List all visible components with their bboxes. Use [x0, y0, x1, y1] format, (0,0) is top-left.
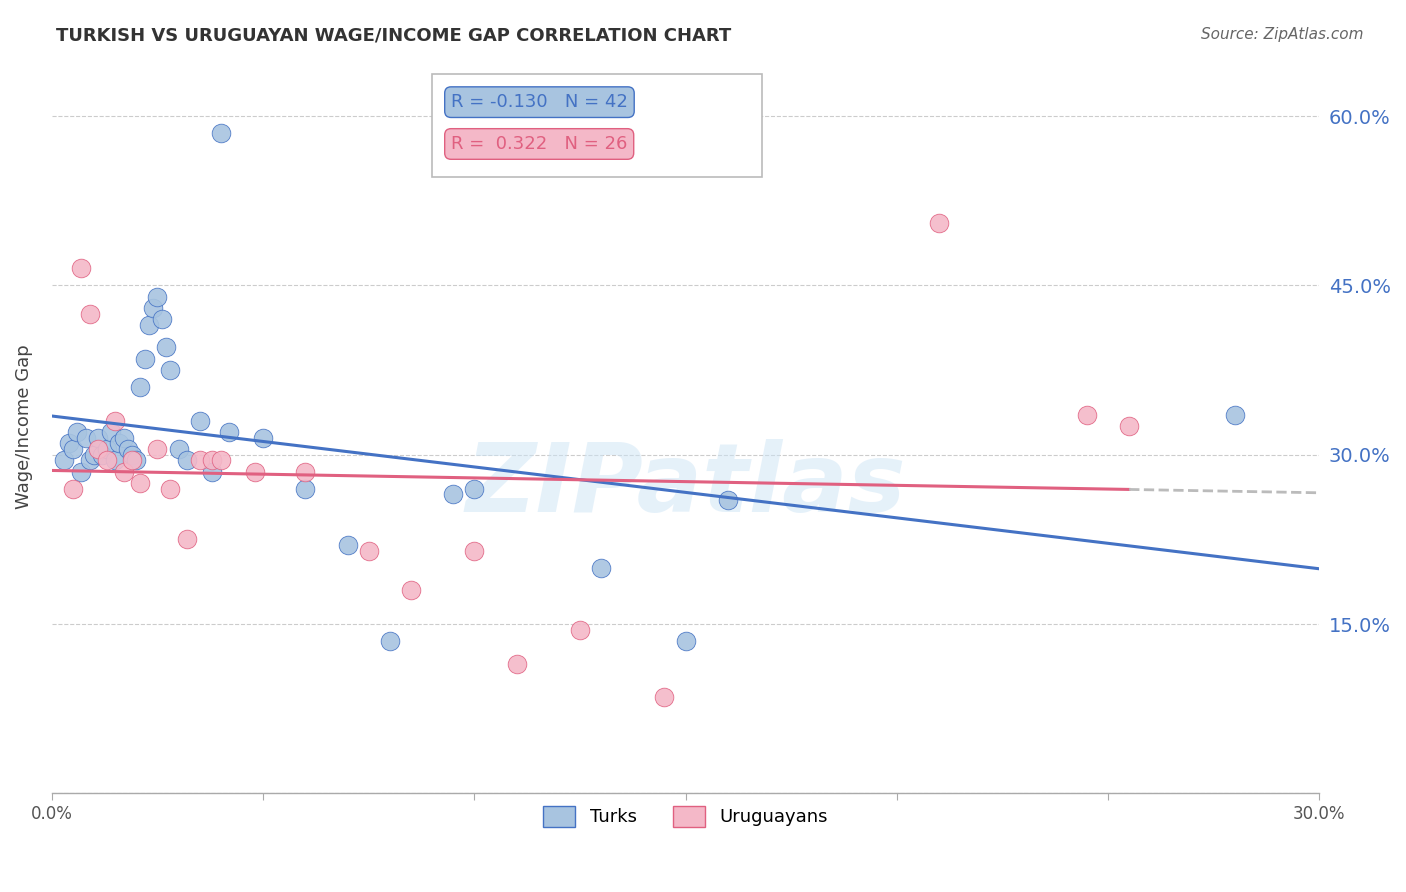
Point [243, 465, 266, 479]
Point [146, 290, 169, 304]
Point [87, 442, 110, 456]
Point [928, 216, 950, 230]
Point [1076, 408, 1098, 422]
Point [505, 657, 527, 671]
Point [70, 465, 93, 479]
Point [188, 414, 211, 428]
Point [218, 425, 240, 439]
Point [176, 533, 198, 547]
Point [294, 482, 316, 496]
Point [357, 543, 380, 558]
Text: R = -0.130   N = 42: R = -0.130 N = 42 [451, 93, 628, 112]
Point [463, 482, 485, 496]
Point [463, 543, 485, 558]
Y-axis label: Wage/Income Gap: Wage/Income Gap [15, 344, 32, 508]
Point [70, 261, 93, 276]
Point [1118, 419, 1140, 434]
Point [104, 414, 127, 428]
Point [66, 425, 89, 439]
Point [159, 363, 181, 377]
Point [96, 442, 118, 456]
Point [252, 431, 274, 445]
Text: Source: ZipAtlas.com: Source: ZipAtlas.com [1201, 27, 1364, 42]
Point [108, 436, 131, 450]
Point [399, 583, 422, 598]
Point [209, 453, 232, 467]
Point [654, 690, 676, 705]
Point [176, 453, 198, 467]
Point [58, 436, 80, 450]
Point [142, 301, 165, 315]
Point [83, 448, 105, 462]
Point [138, 318, 160, 332]
Point [129, 380, 152, 394]
Point [441, 487, 464, 501]
Point [155, 341, 177, 355]
Point [201, 453, 224, 467]
Point [121, 453, 143, 467]
Text: TURKISH VS URUGUAYAN WAGE/INCOME GAP CORRELATION CHART: TURKISH VS URUGUAYAN WAGE/INCOME GAP COR… [56, 27, 731, 45]
Point [717, 492, 740, 507]
Point [568, 623, 591, 637]
Point [75, 431, 97, 445]
Text: ZIPatlas: ZIPatlas [465, 439, 905, 532]
Text: R =  0.322   N = 26: R = 0.322 N = 26 [451, 135, 627, 153]
Legend: Turks, Uruguayans: Turks, Uruguayans [534, 797, 838, 836]
Point [188, 453, 211, 467]
Point [117, 442, 139, 456]
Point [129, 475, 152, 490]
Point [150, 312, 173, 326]
Point [589, 560, 612, 574]
Point [104, 453, 127, 467]
FancyBboxPatch shape [432, 74, 762, 177]
Point [79, 453, 101, 467]
Point [209, 126, 232, 140]
Point [378, 634, 401, 648]
Point [112, 465, 135, 479]
Point [87, 431, 110, 445]
Point [121, 448, 143, 462]
Point [1223, 408, 1246, 422]
Point [53, 453, 76, 467]
Point [62, 442, 84, 456]
Point [134, 351, 156, 366]
Point [159, 482, 181, 496]
Point [294, 465, 316, 479]
Point [112, 431, 135, 445]
Point [167, 442, 190, 456]
Point [100, 425, 122, 439]
Point [91, 448, 114, 462]
Point [675, 634, 697, 648]
Point [146, 442, 169, 456]
Point [79, 307, 101, 321]
Point [62, 482, 84, 496]
Point [125, 453, 148, 467]
Point [336, 538, 359, 552]
Point [96, 453, 118, 467]
Point [201, 465, 224, 479]
